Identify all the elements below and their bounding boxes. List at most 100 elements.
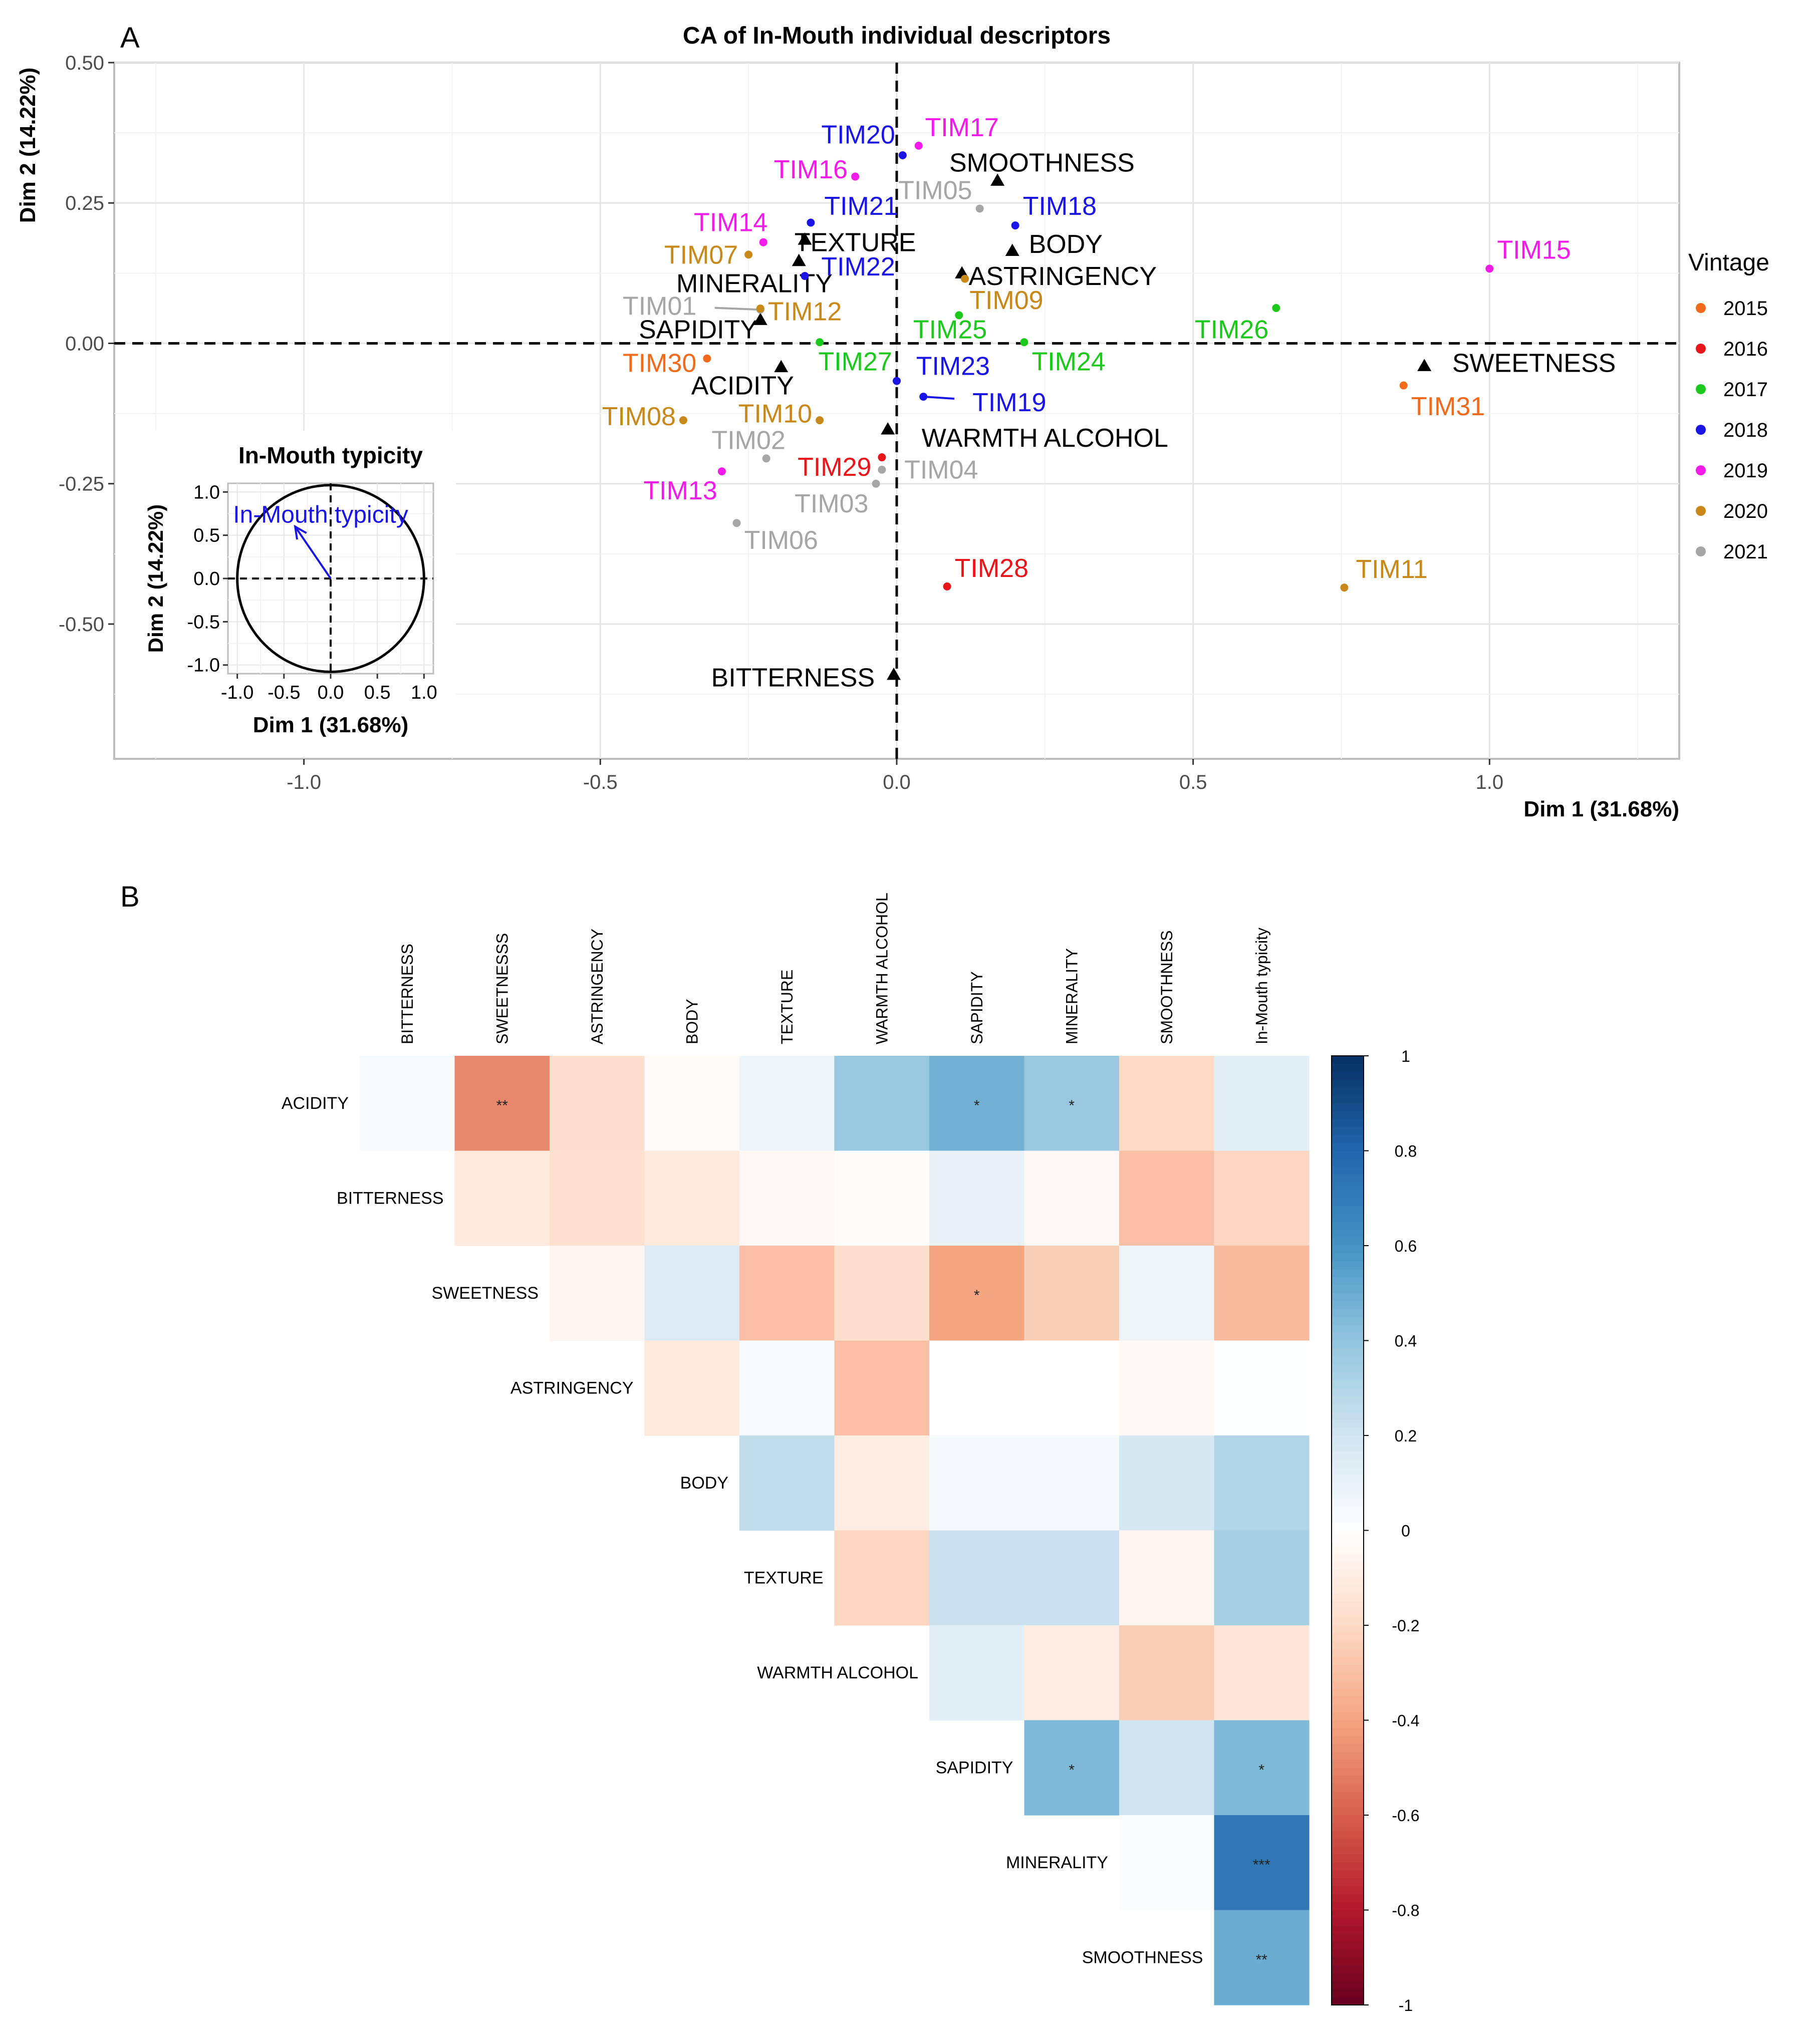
colorbar-segment	[1332, 1593, 1364, 1602]
colorbar-segment	[1332, 1451, 1364, 1460]
colorbar-segment	[1332, 1973, 1364, 1982]
heatmap-cell-sapidity-minerality	[1024, 1720, 1120, 1816]
colorbar-segment	[1332, 1902, 1364, 1911]
sample-point-tim30	[703, 354, 711, 363]
heatmap-cell-body-warmth-alcohol	[834, 1435, 930, 1531]
heatmap-cell-warmth-alcohol-minerality	[1024, 1625, 1120, 1721]
colorbar-segment	[1332, 1103, 1364, 1112]
legend-label-2015: 2015	[1723, 298, 1768, 320]
heatmap-cell-acidity-minerality	[1024, 1056, 1120, 1151]
heatmap-cell-astringency-body	[644, 1340, 740, 1436]
inset-y-tick-label: 0.5	[193, 525, 220, 546]
heatmap-cell-sapidity-in-mouth-typicity	[1214, 1720, 1310, 1816]
sample-label-tim16: TIM16	[774, 155, 848, 184]
heatmap-cell-bitterness-warmth-alcohol	[834, 1150, 930, 1246]
heatmap-cell-acidity-astringency	[550, 1056, 645, 1151]
colorbar-segment	[1332, 1688, 1364, 1697]
colorbar-segment	[1332, 1886, 1364, 1895]
colorbar-segment	[1332, 1443, 1364, 1452]
sample-label-tim11: TIM11	[1356, 555, 1428, 584]
legend-key-2016	[1696, 344, 1706, 354]
legend-label-2021: 2021	[1723, 541, 1768, 563]
inset-x-tick-label: -1.0	[221, 682, 253, 703]
colorbar-tick-label: -1	[1399, 1996, 1413, 2014]
sample-label-tim17: TIM17	[925, 113, 998, 142]
x-tick-label: -1.0	[287, 771, 321, 793]
colorbar-segment	[1332, 1174, 1364, 1183]
sample-label-tim31: TIM31	[1411, 392, 1485, 421]
colorbar-segment	[1332, 1847, 1364, 1855]
colorbar-segment	[1332, 1134, 1364, 1143]
heatmap-cell-astringency-minerality	[1024, 1340, 1120, 1436]
heatmap-cell-acidity-texture	[739, 1056, 835, 1151]
colorbar-segment	[1332, 1918, 1364, 1927]
colorbar-segment	[1332, 1198, 1364, 1207]
column-label-bitterness: BITTERNESS	[398, 944, 416, 1044]
legend-label-2016: 2016	[1723, 338, 1768, 360]
colorbar-tick-label: -0.8	[1392, 1902, 1419, 1920]
colorbar-segment	[1332, 1380, 1364, 1389]
y-axis-label: Dim 2 (14.22%)	[16, 68, 40, 223]
heatmap-cell-texture-smoothness	[1119, 1530, 1215, 1626]
colorbar-tick-label: -0.6	[1392, 1807, 1419, 1825]
column-label-in-mouth-typicity: In-Mouth typicity	[1252, 928, 1270, 1044]
colorbar-segment	[1332, 1672, 1364, 1681]
colorbar-segment	[1332, 1586, 1364, 1594]
sample-label-tim15: TIM15	[1497, 235, 1571, 264]
colorbar-segment	[1332, 1317, 1364, 1325]
colorbar-segment	[1332, 1831, 1364, 1840]
sample-label-tim23: TIM23	[916, 352, 990, 381]
heatmap-cell-warmth-alcohol-smoothness	[1119, 1625, 1215, 1721]
sample-point-tim07	[744, 250, 753, 259]
colorbar-segment	[1332, 1625, 1364, 1634]
heatmap-cell-sweetness-warmth-alcohol	[834, 1246, 930, 1341]
colorbar-segment	[1332, 1348, 1364, 1357]
sample-label-tim24: TIM24	[1031, 347, 1105, 376]
sample-point-tim31	[1399, 381, 1408, 390]
inset-ticks: -1.0 -0.5 0.0 0.5 1.0 -1.0 -0.5 0.0 0.5 1.0	[187, 482, 437, 703]
colorbar-segment	[1332, 1538, 1364, 1547]
colorbar-segment	[1332, 1403, 1364, 1412]
heatmap-cell-bitterness-sapidity	[929, 1150, 1025, 1246]
heatmap-cell-warmth-alcohol-in-mouth-typicity	[1214, 1625, 1310, 1721]
sample-label-tim07: TIM07	[664, 240, 738, 269]
sample-point-tim25	[955, 311, 963, 320]
inset-x-tick-label: -0.5	[268, 682, 300, 703]
sample-point-tim24	[1020, 338, 1028, 347]
colorbar-segment	[1332, 1475, 1364, 1484]
inset-y-tick-label: 0.0	[193, 568, 220, 590]
significance-mark: *	[974, 1097, 980, 1114]
y-tick-label: 0.50	[65, 52, 104, 74]
colorbar-segment	[1332, 1997, 1364, 2005]
colorbar-segment	[1332, 1467, 1364, 1476]
colorbar-segment	[1332, 1657, 1364, 1665]
colorbar-segment	[1332, 1752, 1364, 1761]
sample-label-tim22: TIM22	[821, 252, 895, 281]
heatmap-cell-body-minerality	[1024, 1435, 1120, 1531]
colorbar-segment	[1332, 1641, 1364, 1650]
sample-label-tim14: TIM14	[694, 208, 767, 237]
colorbar-segment	[1332, 1776, 1364, 1784]
sample-point-tim10	[816, 416, 824, 425]
descriptor-markers: SMOOTHNESS TEXTURE BODY ASTRINGENCY MINERALI…	[639, 149, 1616, 693]
legend-key-2019	[1696, 465, 1706, 475]
sample-label-tim08: TIM08	[602, 402, 676, 431]
legend-label-2020: 2020	[1723, 500, 1768, 522]
sample-point-tim27	[816, 338, 824, 347]
heatmap-cell-body-in-mouth-typicity	[1214, 1435, 1310, 1531]
heatmap-column-labels: BITTERNESS SWEETNESSS ASTRINGENCY BODY TEXTU…	[398, 893, 1271, 1044]
colorbar-segment	[1332, 1230, 1364, 1239]
colorbar: 1 0.8 0.6 0.4 0.2 0 -0.2 -0.4 -0.6 -0.8 -1	[1331, 1047, 1420, 2014]
descriptor-label-minerality: MINERALITY	[676, 269, 833, 299]
heatmap-cell-bitterness-texture	[739, 1150, 835, 1246]
row-label-sweetness: SWEETNESS	[432, 1284, 539, 1303]
sample-leader-tim01	[714, 307, 760, 311]
colorbar-segment	[1332, 1601, 1364, 1610]
descriptor-label-acidity: ACIDITY	[691, 372, 794, 401]
colorbar-segment	[1332, 1633, 1364, 1642]
sample-point-tim02	[762, 454, 770, 463]
colorbar-segment	[1332, 1664, 1364, 1673]
heatmap-cell-smoothness-in-mouth-typicity	[1214, 1910, 1310, 2005]
colorbar-segment	[1332, 1063, 1364, 1072]
colorbar-segment	[1332, 1768, 1364, 1777]
